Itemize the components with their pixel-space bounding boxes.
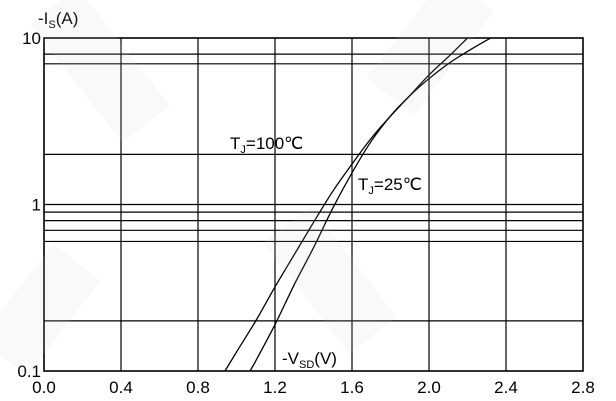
y-tick-label: 0.1 [17, 362, 41, 381]
y-tick-labels: 0.1 1 10 [17, 29, 41, 381]
x-tick-label: 0.4 [109, 378, 133, 397]
x-tick-label: 1.6 [340, 378, 364, 397]
y-axis-label: -IS(A) [38, 9, 78, 31]
curves [224, 37, 491, 372]
plot-frame [43, 37, 584, 372]
plot-border [43, 37, 584, 372]
x-tick-label: 2.0 [417, 378, 441, 397]
x-tick-label: 2.8 [571, 378, 595, 397]
y-tick-label: 10 [22, 29, 41, 48]
grid [44, 38, 583, 371]
x-tick-label: 1.2 [263, 378, 287, 397]
x-axis-label: -VSD(V) [282, 349, 337, 371]
series-label-tj-100: TJ=100℃ [230, 134, 303, 156]
x-tick-label: 0.0 [32, 378, 56, 397]
x-tick-labels: 0.0 0.4 0.8 1.2 1.6 2.0 2.4 2.8 [32, 378, 595, 397]
y-tick-label: 1 [32, 196, 41, 215]
series-label-tj-25: TJ=25℃ [358, 175, 422, 197]
curve-series-0 [224, 37, 468, 372]
curve-series-1 [249, 37, 491, 372]
x-tick-label: 0.8 [186, 378, 210, 397]
x-tick-label: 2.4 [494, 378, 518, 397]
